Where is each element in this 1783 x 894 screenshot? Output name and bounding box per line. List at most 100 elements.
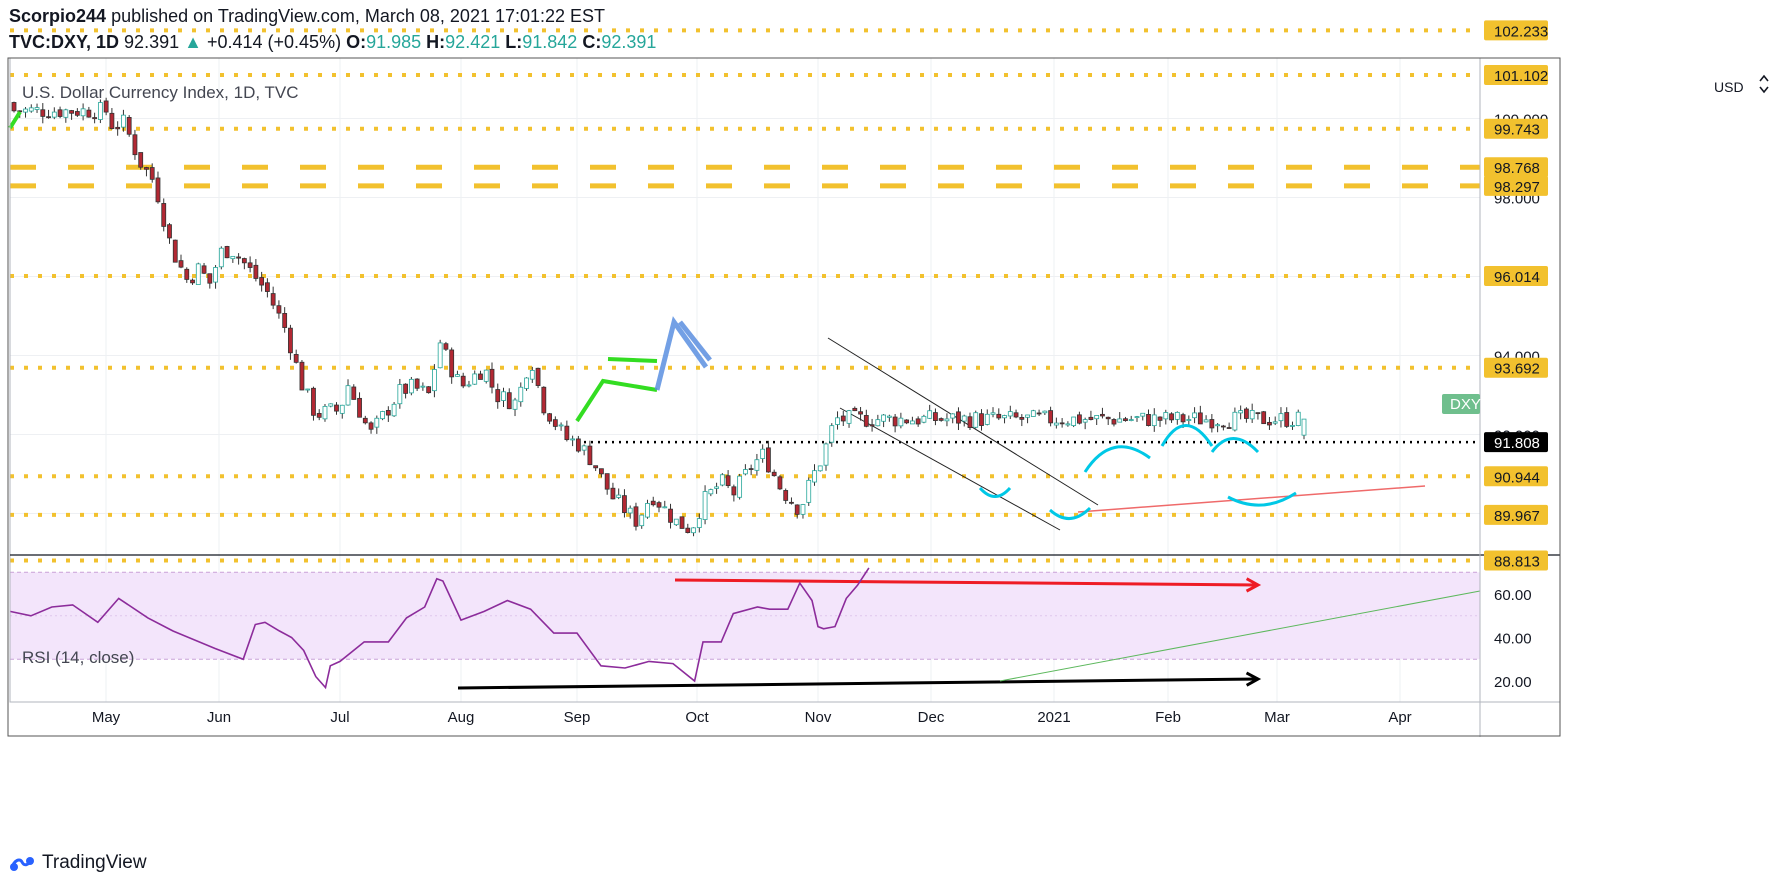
symbol-label: TVC:DXY, 1D xyxy=(9,32,120,52)
candle-body xyxy=(121,114,126,128)
candle-body xyxy=(604,473,610,490)
candle-body xyxy=(478,373,483,380)
candle-body xyxy=(1082,419,1088,423)
candle-body xyxy=(512,399,518,410)
candle-body xyxy=(1117,418,1123,423)
candle-body xyxy=(17,110,23,113)
candle-body xyxy=(1048,410,1054,424)
candle-body xyxy=(1278,413,1284,422)
candle-body xyxy=(23,108,28,113)
candle-body xyxy=(328,403,334,407)
brand-name[interactable]: TradingView xyxy=(42,852,147,873)
price-tag-bg xyxy=(1484,157,1548,178)
cup-arc-left xyxy=(978,486,1012,498)
price-tag-bg xyxy=(1484,65,1548,86)
candle-body xyxy=(1295,411,1301,426)
candle-body xyxy=(403,383,409,394)
candle-body xyxy=(391,403,397,417)
candle-body xyxy=(691,527,696,534)
publish-info: Scorpio244 published on TradingView.com,… xyxy=(9,6,605,27)
candle-body xyxy=(305,388,311,391)
candle-body xyxy=(501,391,506,401)
candle-body xyxy=(1151,414,1157,427)
candle-body xyxy=(1169,413,1174,421)
candle-body xyxy=(63,109,69,118)
candle-body xyxy=(622,495,627,513)
head-arc xyxy=(1160,424,1214,447)
candle-body xyxy=(719,474,725,486)
candle-body xyxy=(696,518,702,528)
candle-body xyxy=(1267,421,1272,426)
tradingview-logo-icon[interactable] xyxy=(10,854,36,872)
candle-body xyxy=(1002,415,1007,419)
candle-body xyxy=(253,264,259,279)
black-divergence-arrow-head xyxy=(1245,671,1262,687)
time-tick-Aug: Aug xyxy=(448,709,475,726)
candle-body xyxy=(1215,424,1221,427)
pattern-drawings xyxy=(8,110,1481,690)
candle-body xyxy=(731,486,737,496)
candle-body xyxy=(264,282,270,292)
candle-body xyxy=(1272,421,1278,424)
candle-body xyxy=(483,369,489,382)
candle-body xyxy=(97,102,103,120)
candle-body xyxy=(524,377,529,389)
up-triangle-icon: ▲ xyxy=(184,32,202,52)
candle-body xyxy=(40,109,46,117)
candle-body xyxy=(812,470,817,483)
low-label: L: xyxy=(505,32,523,52)
candle-body xyxy=(414,378,420,389)
candle-body xyxy=(760,448,766,459)
candle-body xyxy=(270,293,276,306)
candle-body xyxy=(357,397,362,418)
candle-body xyxy=(933,412,938,421)
price-tag-bg xyxy=(1484,550,1548,571)
candle-body xyxy=(1249,410,1255,420)
candle-body xyxy=(610,487,616,500)
candle-body xyxy=(167,224,172,239)
candle-body xyxy=(1192,412,1197,419)
shoulder-arc-right xyxy=(1210,437,1260,454)
candle-body xyxy=(184,268,190,280)
ohlc-header: TVC:DXY, 1D 92.391 ▲ +0.414 (+0.45%) O:9… xyxy=(9,32,656,53)
candle-body xyxy=(835,417,840,425)
candle-body xyxy=(587,445,593,466)
candle-body xyxy=(190,279,195,284)
price-tag-91.808: 91.808 xyxy=(1494,435,1540,452)
price-tag-99.743: 99.743 xyxy=(1494,122,1540,139)
price-tag-101.102: 101.102 xyxy=(1494,68,1548,85)
high-label: H: xyxy=(426,32,446,52)
candle-body xyxy=(616,494,622,498)
candle-body xyxy=(339,404,345,414)
candle-body xyxy=(742,469,748,475)
candle-body xyxy=(247,262,253,268)
candle-body xyxy=(725,475,731,487)
candle-body xyxy=(1053,422,1059,426)
candle-body xyxy=(460,375,466,387)
candle-body xyxy=(1146,414,1151,426)
candle-body xyxy=(840,415,846,422)
candle-body xyxy=(80,108,86,117)
candle-body xyxy=(1036,412,1042,415)
time-tick-Jun: Jun xyxy=(207,709,231,726)
candle-body xyxy=(650,500,656,506)
open-label: O: xyxy=(346,32,367,52)
candle-body xyxy=(132,134,138,156)
candles xyxy=(11,97,1307,537)
shoulder-arc-left xyxy=(1083,445,1151,473)
candle-body xyxy=(1077,414,1082,424)
candle-body xyxy=(224,246,230,259)
candle-body xyxy=(495,389,501,403)
price-tag-bg xyxy=(1484,357,1548,378)
candle-body xyxy=(1220,425,1226,428)
candle-body xyxy=(869,424,875,427)
scale-menu-icon[interactable] xyxy=(1759,74,1769,94)
candle-body xyxy=(426,386,432,394)
candle-body xyxy=(195,263,201,285)
candle-body xyxy=(466,384,472,387)
author-name[interactable]: Scorpio244 xyxy=(9,6,107,26)
candle-body xyxy=(1140,412,1146,417)
candle-body xyxy=(1301,418,1307,436)
blue-flag-edge xyxy=(678,320,712,362)
